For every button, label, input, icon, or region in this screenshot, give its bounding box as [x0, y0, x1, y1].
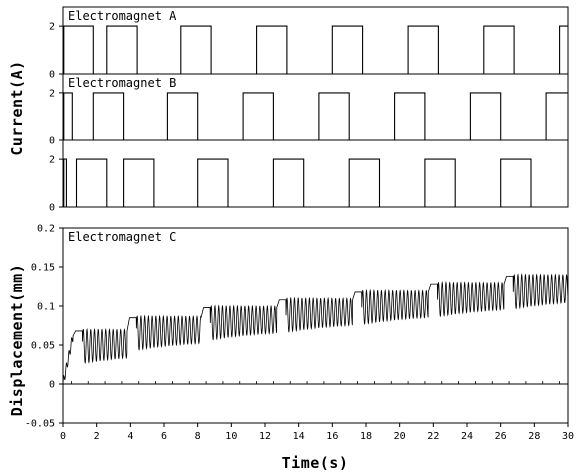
y-tick-label: 2	[49, 88, 55, 99]
x-tick-label: 12	[259, 431, 271, 442]
y-tick-label: 0	[49, 380, 55, 391]
x-tick-label: 30	[562, 431, 574, 442]
plot-frame	[62, 227, 569, 424]
y-tick-label: 2	[49, 22, 55, 33]
y-tick-label: 0	[49, 203, 55, 214]
y-tick-label: 0.2	[37, 224, 55, 235]
plot-frame	[62, 139, 569, 208]
y-tick-label: 0	[49, 136, 55, 147]
x-tick-label: 14	[293, 431, 305, 442]
y-tick-label: 2	[49, 155, 55, 166]
x-tick-label: 22	[427, 431, 439, 442]
panel-electromagnet-b: 0 2 Electromagnet B	[49, 73, 569, 147]
x-tick-label: 28	[528, 431, 540, 442]
displacement-series-line	[62, 273, 569, 385]
current-series-line	[63, 92, 568, 141]
x-tick-label: 24	[461, 431, 473, 442]
x-tick-label: 16	[326, 431, 338, 442]
x-tick-label: 6	[161, 431, 167, 442]
panel-electromagnet-a: 0 2 Electromagnet A	[49, 6, 569, 81]
current-series-line	[63, 25, 568, 75]
y-tick-label: 0.05	[31, 341, 55, 352]
x-tick-label: 10	[225, 431, 237, 442]
x-tick-label: 18	[360, 431, 372, 442]
panel-title: Electromagnet B	[68, 76, 176, 90]
displacement-y-axis-title: Displacement(mm)	[8, 264, 26, 417]
x-tick-label: 26	[495, 431, 507, 442]
x-tick-label: 0	[60, 431, 66, 442]
x-tick-label: 4	[127, 431, 133, 442]
panel-third-current: 02	[49, 139, 569, 214]
x-tick-label: 2	[94, 431, 100, 442]
current-y-axis-title: Current(A)	[8, 60, 26, 155]
y-tick-label: -0.05	[25, 419, 55, 430]
x-tick-label: 8	[195, 431, 201, 442]
current-series-line	[63, 158, 568, 208]
x-axis-title: Time(s)	[282, 454, 349, 472]
x-tick-label: 20	[394, 431, 406, 442]
panel-title: Electromagnet C	[68, 230, 176, 244]
y-tick-label: 0.1	[37, 302, 55, 313]
y-tick-label: 0.15	[31, 263, 55, 274]
y-tick-label: 0	[49, 70, 55, 81]
panel-title: Electromagnet A	[68, 9, 177, 23]
